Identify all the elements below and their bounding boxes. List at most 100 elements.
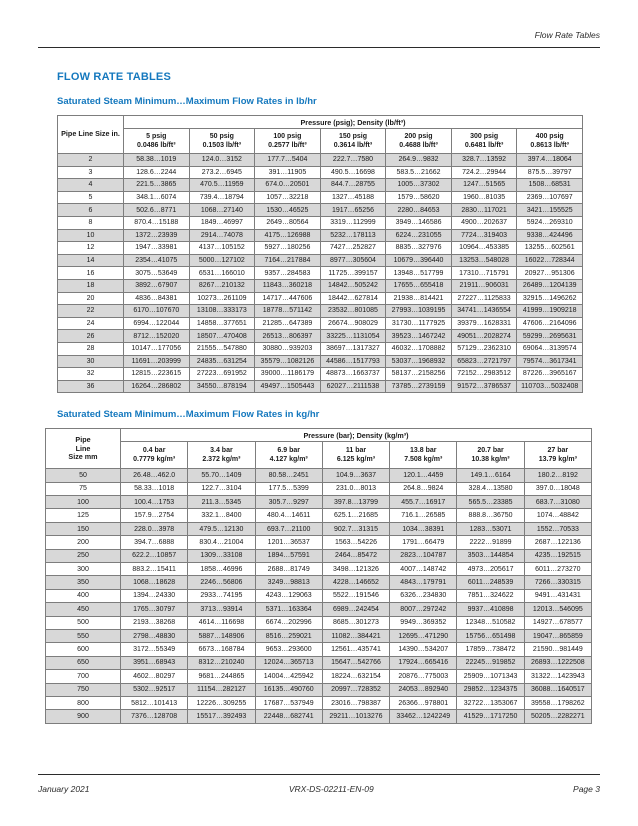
pipe-size-cell: 125 — [45, 508, 121, 523]
flow-range-cell: 6224…231055 — [385, 228, 452, 243]
flow-range-cell: 15756…651498 — [456, 628, 525, 644]
flow-range-cell: 157.9…2754 — [119, 508, 189, 523]
flow-range-cell: 1579…58620 — [385, 190, 452, 205]
flow-range-cell: 29852…1234375 — [456, 682, 525, 697]
flow-range-cell: 20997…728352 — [321, 682, 391, 697]
flow-range-cell: 5371…163364 — [254, 602, 323, 617]
table-row: 6 502.6…8771 1068…27140 1530…46525 1917…6525… — [57, 203, 583, 217]
flow-range-cell: 33462…1242249 — [389, 709, 458, 724]
flow-range-cell: 305.7…9297 — [254, 495, 323, 510]
flow-range-cell: 15647…542766 — [321, 655, 391, 671]
flow-range-cell: 91572…3786537 — [450, 379, 518, 394]
flow-range-cell: 1309…33108 — [187, 548, 256, 564]
flow-range-cell: 177.5…5399 — [254, 481, 323, 497]
flow-range-cell: 1530…46525 — [254, 203, 321, 217]
flow-range-cell: 34741…1436554 — [450, 304, 518, 318]
flow-range-cell: 228.0…3978 — [119, 521, 189, 537]
flow-range-cell: 12024…365713 — [254, 655, 323, 671]
flow-range-cell: 1247…51565 — [450, 178, 518, 192]
flow-range-cell: 11725…399157 — [319, 266, 387, 280]
flow-range-cell: 6326…234830 — [389, 588, 458, 604]
flow-range-cell: 58.33…1018 — [119, 481, 189, 497]
flow-range-cell: 26.48…462.0 — [119, 468, 189, 483]
table-row: 8 870.4…15188 1849…46997 2649…80564 3319…112… — [57, 215, 583, 230]
flow-range-cell: 128.6…2244 — [123, 165, 190, 180]
pipe-size-cell: 450 — [45, 602, 121, 617]
flow-range-cell: 693.7…21100 — [254, 521, 323, 537]
flow-range-cell: 1005…37302 — [385, 178, 452, 192]
flow-range-cell: 2688…81749 — [254, 562, 323, 577]
pipe-size-cell: 20 — [57, 291, 124, 306]
flow-range-cell: 100.4…1753 — [119, 495, 189, 510]
table2-body: 50 26.48…462.0 55.70…1409 80.58…2451 104.9…3… — [45, 468, 593, 724]
pipe-size-cell: 550 — [45, 628, 121, 644]
flow-range-cell: 231.0…8013 — [321, 481, 391, 497]
pipe-size-cell: 32 — [57, 367, 124, 381]
table-row: 12 1947…33981 4137…105152 5927…180256 7427…2… — [57, 241, 583, 255]
flow-range-cell: 1068…18628 — [119, 575, 189, 590]
table-row: 700 4602…80297 9681…244865 14004…425942 1822… — [45, 669, 593, 684]
flow-range-cell: 1034…38391 — [389, 521, 458, 537]
flow-range-cell: 34550…878194 — [188, 379, 256, 394]
flow-range-cell: 6011…273270 — [523, 562, 593, 577]
flow-range-cell: 6531…166010 — [188, 266, 256, 280]
flow-range-cell: 6674…202996 — [254, 615, 323, 630]
flow-range-cell: 17687…537949 — [254, 695, 323, 711]
pipe-size-cell: 22 — [57, 304, 124, 318]
flow-range-cell: 49497…1505443 — [254, 379, 321, 394]
flow-range-cell: 44586…1517793 — [319, 354, 387, 369]
flow-range-cell: 41529…1717250 — [456, 709, 525, 724]
flow-range-cell: 22245…919852 — [456, 655, 525, 671]
pipe-size-cell: 26 — [57, 329, 124, 343]
table-row: 20 4836…84381 10273…261109 14717…447606 1844… — [57, 291, 583, 306]
flow-range-cell: 14927…678577 — [523, 615, 593, 630]
table-row: 100 100.4…1753 211.3…5345 305.7…9297 397.8…1… — [45, 495, 593, 510]
table-row: 28 10147…177056 21555…547880 30880…939203 38… — [57, 341, 583, 356]
table-row: 22 6170…107670 13108…333173 18778…571142 235… — [57, 304, 583, 318]
pipe-size-cell: 6 — [57, 203, 124, 217]
table-row: 5 348.1…6074 739.4…18794 1057…32218 1327…451… — [57, 190, 583, 205]
flow-range-cell: 674.0…20501 — [254, 178, 321, 192]
pipe-size-cell: 700 — [45, 669, 121, 684]
flow-range-cell: 27993…1039195 — [385, 304, 452, 318]
flow-range-cell: 180.2…8192 — [523, 468, 593, 483]
footer-date: January 2021 — [38, 784, 90, 794]
flow-range-cell: 888.8…36750 — [456, 508, 525, 523]
flow-range-cell: 31730…1177925 — [385, 316, 452, 331]
pipe-size-cell: 5 — [57, 190, 124, 205]
flow-range-cell: 19047…865859 — [523, 628, 593, 644]
flow-range-cell: 15517…392493 — [187, 709, 256, 724]
flow-range-cell: 24053…892940 — [389, 682, 458, 697]
pipe-size-cell: 2 — [57, 153, 124, 167]
flow-range-cell: 20876…775003 — [389, 669, 458, 684]
flow-range-cell: 2687…122136 — [523, 535, 593, 550]
flow-range-cell: 4228…146652 — [321, 575, 391, 590]
flow-range-cell: 30880…939203 — [254, 341, 321, 356]
flow-range-cell: 1508…68531 — [516, 178, 583, 192]
flow-range-cell: 25909…1071343 — [456, 669, 525, 684]
flow-range-cell: 3951…68943 — [119, 655, 189, 671]
flow-range-cell: 80.58…2451 — [254, 468, 323, 483]
flow-range-cell: 5232…178113 — [319, 228, 387, 243]
flow-range-cell: 14842…505242 — [319, 278, 387, 293]
flow-range-cell: 565.5…23385 — [456, 495, 525, 510]
flow-range-cell: 87226…3965167 — [516, 367, 583, 381]
flow-range-cell: 3503…144854 — [456, 548, 525, 564]
flow-range-cell: 7266…330315 — [523, 575, 593, 590]
table1-column-header-row: 5 psig 0.0486 lb/ft³ 50 psig 0.1503 lb/ft³ 1… — [58, 128, 583, 154]
flow-range-cell: 2280…84653 — [385, 203, 452, 217]
flow-range-cell: 2369…107697 — [516, 190, 583, 205]
flow-range-cell: 58.38…1019 — [123, 153, 190, 167]
pipe-size-cell: 8 — [57, 215, 124, 230]
flow-range-cell: 2933…74195 — [187, 588, 256, 604]
flow-range-cell: 18224…632154 — [321, 669, 391, 684]
pipe-size-cell: 900 — [45, 709, 121, 724]
pipe-size-cell: 650 — [45, 655, 121, 671]
table2-subtitle: Saturated Steam Minimum…Maximum Flow Rat… — [57, 409, 320, 421]
table-row: 300 883.2…15411 1858…46996 2688…81749 3498…1… — [45, 562, 593, 577]
table-row: 600 3172…55349 6673…168784 9653…293600 12561… — [45, 642, 593, 657]
flow-range-cell: 104.9…3637 — [321, 468, 391, 483]
pipe-size-cell: 16 — [57, 266, 124, 280]
running-header: Flow Rate Tables — [534, 30, 600, 40]
flow-range-cell: 11691…203999 — [123, 354, 190, 369]
